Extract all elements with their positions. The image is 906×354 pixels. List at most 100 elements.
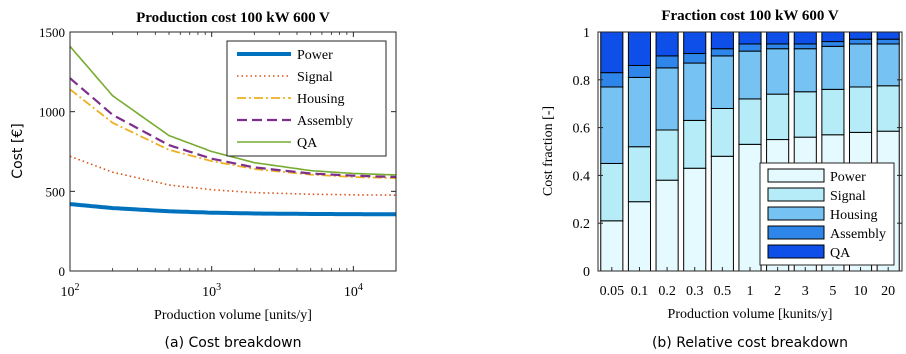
cost-breakdown-chart: Production cost 100 kW 600 V 0 500 1000 150… — [10, 10, 397, 351]
bar-segment-power — [627, 201, 652, 272]
bar-segment-power — [600, 220, 624, 272]
bar-segment-housing — [710, 55, 734, 109]
bar-segment-housing — [738, 50, 762, 100]
left-series-line-power — [69, 202, 396, 217]
bar-segment-qa — [655, 31, 679, 57]
bar-segment-assembly — [821, 41, 845, 47]
right-x-tick-label: 0.05 — [600, 284, 625, 299]
left-y-tick-label: 500 — [46, 184, 66, 199]
right-chart-title: Fraction cost 100 kW 600 V — [661, 8, 839, 24]
left-legend-label: Power — [297, 48, 333, 63]
bar-segment-qa — [876, 31, 900, 40]
left-x-axis-label: Production volume [units/y] — [154, 308, 312, 323]
right-x-tick-label: 10 — [854, 284, 868, 299]
left-x-tick-label: 103 — [202, 282, 221, 300]
bar-segment-assembly — [627, 64, 652, 78]
bar-segment-assembly — [848, 38, 873, 45]
right-y-axis-label: Cost fraction [-] — [541, 106, 556, 196]
bar-segment-power — [683, 167, 707, 272]
right-legend-label: Signal — [830, 189, 866, 204]
right-x-tick-label: 2 — [774, 284, 781, 299]
bar-segment-power — [738, 143, 762, 272]
bar-segment-signal — [848, 86, 873, 133]
right-plot-area: 0.05 0.1 0.2 0.3 0.5 1 2 3 5 10 20 0 0.2 0.4 0.6 0.8 1 Po… — [573, 26, 903, 299]
bar-segment-housing — [821, 45, 845, 90]
left-x-tick-base: 10 — [61, 285, 75, 300]
bar-segment-assembly — [876, 38, 900, 45]
left-x-tick-base: 10 — [344, 285, 358, 300]
bar-segment-qa — [848, 31, 873, 40]
right-y-tick-label: 0.4 — [573, 169, 591, 184]
bar-segment-housing — [848, 43, 873, 88]
bar-segment-assembly — [766, 43, 790, 50]
left-y-tick-label: 1500 — [39, 25, 65, 40]
bar-segment-power — [655, 179, 679, 272]
right-x-tick-label: 5 — [829, 284, 836, 299]
right-y-tick-label: 0 — [583, 265, 590, 280]
bar-segment-signal — [738, 98, 762, 145]
right-legend-swatch — [767, 168, 825, 183]
right-legend-swatch — [767, 187, 825, 202]
right-x-tick-label: 0.3 — [686, 284, 704, 299]
left-series-line-housing — [69, 88, 397, 179]
left-y-tick-label: 1000 — [39, 105, 65, 120]
bar-segment-qa — [683, 31, 707, 55]
bar-segment-assembly — [683, 53, 707, 64]
left-y-axis-label: Cost [€] — [10, 123, 26, 178]
bar-segment-signal — [766, 93, 790, 141]
right-legend-swatch — [767, 206, 825, 221]
bar-segment-assembly — [793, 43, 817, 50]
right-y-tick-label: 1 — [583, 26, 590, 41]
bar-segment-qa — [710, 31, 734, 50]
bar-segment-assembly — [738, 43, 762, 52]
left-x-tick-exponent: 3 — [216, 282, 221, 293]
bar-segment-housing — [766, 48, 790, 95]
right-x-tick-label: 0.1 — [631, 284, 649, 299]
bar-segment-housing — [683, 62, 707, 121]
bar-segment-qa — [627, 31, 652, 66]
left-x-tick-exponent: 2 — [75, 282, 80, 293]
bar-segment-qa — [821, 31, 845, 43]
bar-segment-signal — [683, 119, 707, 169]
bar-segment-qa — [738, 31, 762, 45]
bar-segment-qa — [793, 31, 817, 45]
bar-segment-signal — [600, 162, 624, 222]
bar-segment-qa — [600, 31, 624, 74]
right-legend-swatch — [767, 225, 825, 240]
left-legend-label: Housing — [297, 92, 344, 107]
bar-segment-housing — [876, 43, 900, 87]
relative-cost-chart: Fraction cost 100 kW 600 V 0.05 0.1 0.2 0.3… — [541, 8, 903, 351]
bar-segment-signal — [655, 129, 679, 181]
left-x-tick-base: 10 — [202, 285, 216, 300]
right-y-tick-label: 0.6 — [573, 122, 591, 137]
right-legend-swatch — [767, 244, 825, 259]
bar-segment-power — [710, 155, 734, 272]
right-y-tick-label: 0.2 — [573, 217, 591, 232]
left-x-tick-label: 102 — [61, 282, 80, 300]
right-x-tick-label: 3 — [802, 284, 809, 299]
bar-segment-signal — [821, 88, 845, 136]
right-x-tick-label: 1 — [747, 284, 754, 299]
right-x-axis-label: Production volume [kunits/y] — [668, 307, 833, 322]
bar-segment-signal — [876, 85, 900, 132]
bar-segment-assembly — [600, 72, 624, 88]
left-axes-frame — [69, 31, 397, 272]
bar-segment-housing — [655, 67, 679, 131]
bar-segment-assembly — [710, 48, 734, 57]
left-legend-label: Signal — [297, 70, 333, 85]
left-series-line-qa — [69, 45, 397, 176]
bar-segment-assembly — [655, 55, 679, 69]
bar-segment-signal — [710, 107, 734, 157]
right-x-tick-label: 0.2 — [658, 284, 676, 299]
left-legend-box — [226, 40, 387, 157]
right-x-tick-label: 20 — [881, 284, 895, 299]
left-x-tick-exponent: 4 — [358, 282, 363, 293]
right-legend-label: Power — [830, 170, 866, 185]
left-legend: Power Signal Housing Assembly QA — [226, 40, 387, 157]
left-caption: (a) Cost breakdown — [165, 335, 302, 351]
right-legend: Power Signal Housing Assembly QA — [759, 162, 895, 266]
right-legend-label: Assembly — [830, 227, 886, 242]
left-series-line-signal — [69, 155, 397, 196]
